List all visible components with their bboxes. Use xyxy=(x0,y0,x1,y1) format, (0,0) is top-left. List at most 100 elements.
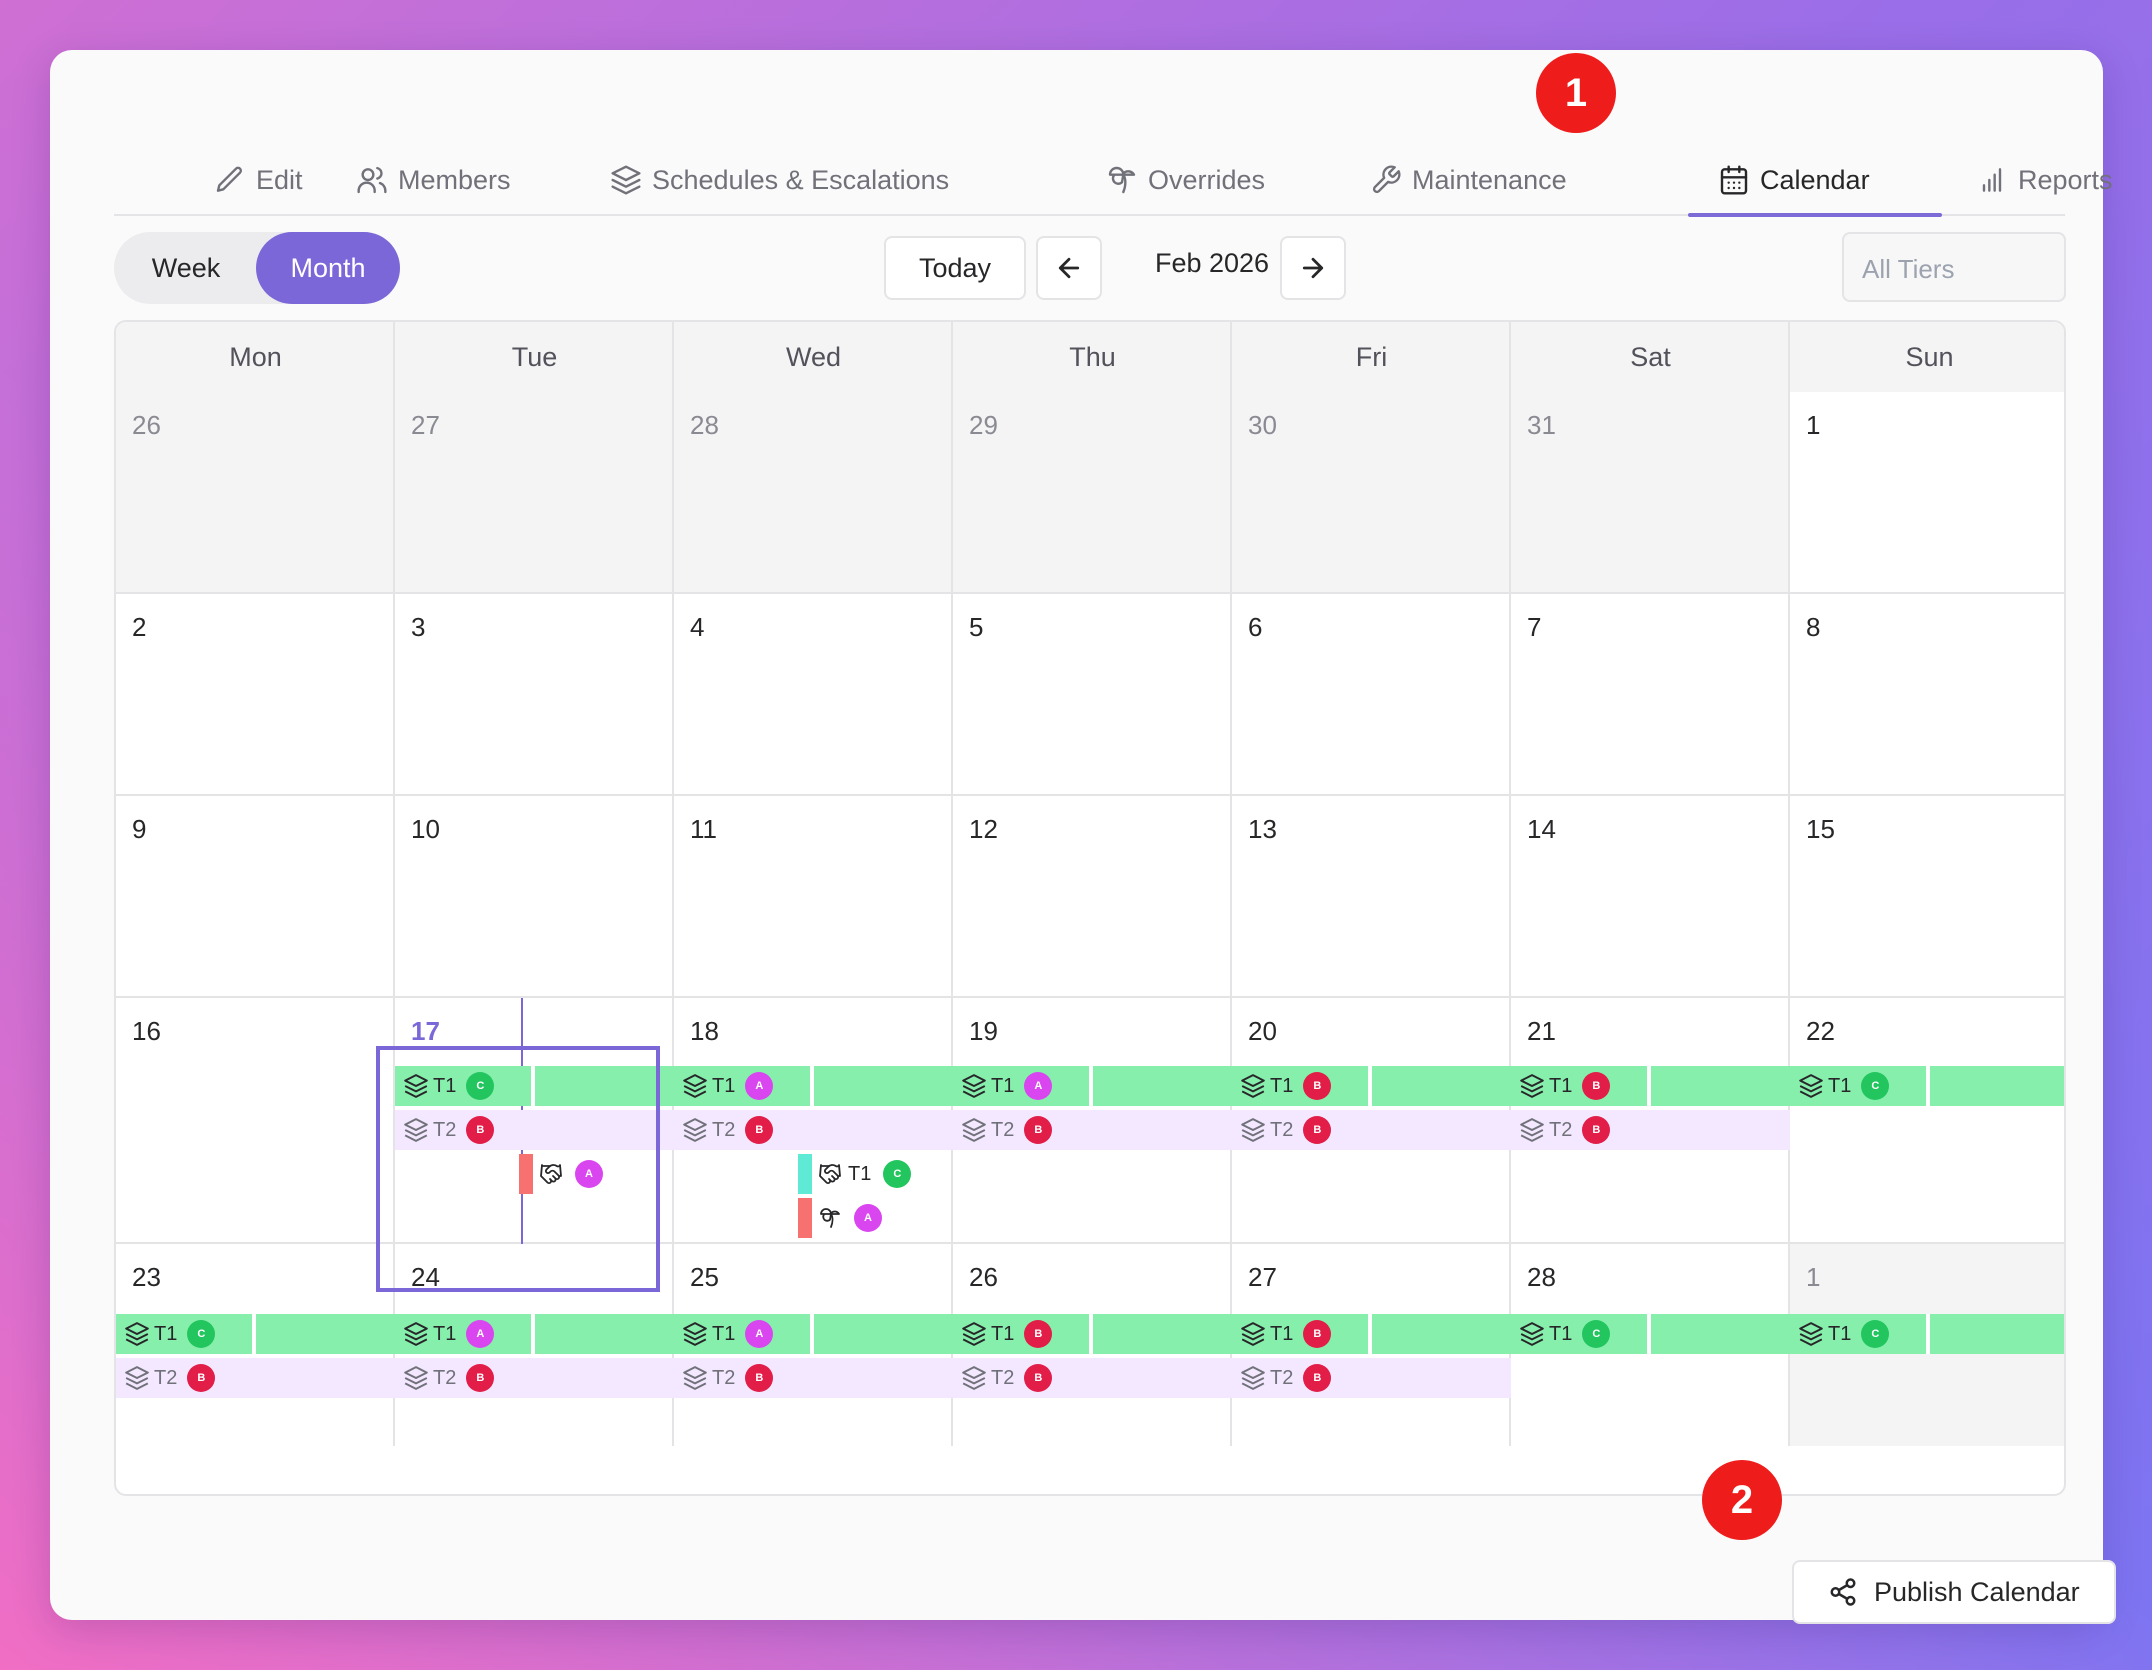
day-number: 5 xyxy=(969,612,984,642)
handoff-event[interactable]: A xyxy=(519,1154,603,1194)
day-number: 22 xyxy=(1806,1016,1835,1046)
day-cell[interactable]: 1 xyxy=(1790,392,2064,594)
tier1-shift-label[interactable]: T1 B xyxy=(1519,1066,1611,1106)
tier1-shift-label[interactable]: T1 A xyxy=(403,1314,495,1354)
tab-overrides[interactable]: Overrides xyxy=(1106,164,1265,196)
day-cell[interactable]: 28 xyxy=(674,392,953,594)
day-cell[interactable]: 31 xyxy=(1511,392,1790,594)
shift-divider xyxy=(810,1066,814,1106)
avatar: A xyxy=(1024,1072,1053,1100)
day-cell[interactable]: 14 xyxy=(1511,796,1790,998)
day-number: 31 xyxy=(1527,410,1556,440)
layers-icon xyxy=(683,1074,707,1098)
tier2-shift-label[interactable]: T2 B xyxy=(961,1358,1053,1398)
day-cell[interactable]: 13 xyxy=(1232,796,1511,998)
day-cell[interactable]: 8 xyxy=(1790,594,2064,796)
tier1-shift-label[interactable]: T1 B xyxy=(1240,1314,1332,1354)
day-cell[interactable]: 9 xyxy=(116,796,395,998)
tier-name: T2 xyxy=(712,1366,736,1389)
tab-edit[interactable]: Edit xyxy=(214,164,303,196)
tier1-shift-label[interactable]: T1 A xyxy=(682,1066,774,1106)
day-cell[interactable]: 30 xyxy=(1232,392,1511,594)
tier2-shift-label[interactable]: T2 B xyxy=(961,1110,1053,1150)
tier1-shift-label[interactable]: T1 B xyxy=(1240,1066,1332,1106)
tier1-shift-label[interactable]: T1 A xyxy=(961,1066,1053,1106)
day-number: 10 xyxy=(411,814,440,844)
tab-members[interactable]: Members xyxy=(356,164,511,196)
day-cell[interactable]: 22 xyxy=(1790,998,2064,1244)
day-cell[interactable]: 6 xyxy=(1232,594,1511,796)
avatar: C xyxy=(187,1320,216,1348)
tier1-shift-label[interactable]: T1 C xyxy=(403,1066,495,1106)
tier1-shift-bar[interactable] xyxy=(116,1314,2064,1354)
tier1-shift-label[interactable]: T1 A xyxy=(682,1314,774,1354)
day-cell[interactable]: 2 xyxy=(116,594,395,796)
day-cell[interactable]: 5 xyxy=(953,594,1232,796)
publish-calendar-button[interactable]: Publish Calendar xyxy=(1792,1560,2116,1624)
tier-name: T1 xyxy=(1828,1074,1852,1097)
tier2-shift-label[interactable]: T2 B xyxy=(403,1358,495,1398)
tier1-shift-bar[interactable] xyxy=(395,1066,2064,1106)
day-number: 17 xyxy=(411,1016,440,1046)
tier1-shift-label[interactable]: T1 C xyxy=(1519,1314,1611,1354)
day-cell[interactable]: 11 xyxy=(674,796,953,998)
tier2-shift-label[interactable]: T2 B xyxy=(682,1110,774,1150)
day-cell[interactable]: 12 xyxy=(953,796,1232,998)
override-event[interactable]: A xyxy=(798,1198,882,1238)
tab-schedules[interactable]: Schedules & Escalations xyxy=(610,164,949,196)
tier-name: T1 xyxy=(154,1322,178,1345)
tier2-shift-label[interactable]: T2 B xyxy=(682,1358,774,1398)
day-number: 27 xyxy=(1248,1262,1277,1292)
month-view-button[interactable]: Month xyxy=(256,232,400,304)
tier-name: T2 xyxy=(1549,1118,1573,1141)
wrench-icon xyxy=(1372,165,1401,194)
tier2-shift-label[interactable]: T2 B xyxy=(1240,1110,1332,1150)
week-view-button[interactable]: Week xyxy=(151,252,221,283)
tab-reports[interactable]: Reports xyxy=(1976,164,2113,196)
next-month-button[interactable] xyxy=(1280,236,1346,300)
tab-label: Calendar xyxy=(1760,164,1870,195)
tier-filter-select[interactable]: All Tiers xyxy=(1842,232,2066,302)
tab-maintenance[interactable]: Maintenance xyxy=(1370,164,1567,196)
tier-name: T2 xyxy=(712,1118,736,1141)
today-button[interactable]: Today xyxy=(884,236,1026,300)
tier1-shift-label[interactable]: T1 B xyxy=(961,1314,1053,1354)
weekday-fri: Fri xyxy=(1355,341,1388,372)
day-number: 30 xyxy=(1248,410,1277,440)
tier1-shift-label[interactable]: T1 C xyxy=(1798,1314,1890,1354)
layers-icon xyxy=(1241,1118,1265,1142)
day-number: 7 xyxy=(1527,612,1542,642)
shift-divider xyxy=(1926,1066,1930,1106)
layers-icon xyxy=(1520,1074,1544,1098)
tier-name: T1 xyxy=(1270,1074,1294,1097)
tier-name: T1 xyxy=(1270,1322,1294,1345)
day-cell[interactable]: 7 xyxy=(1511,594,1790,796)
tier2-shift-label[interactable]: T2 B xyxy=(1519,1110,1611,1150)
day-cell[interactable]: 4 xyxy=(674,594,953,796)
tab-calendar[interactable]: Calendar xyxy=(1718,164,1870,196)
day-number: 3 xyxy=(411,612,426,642)
day-cell[interactable]: 3 xyxy=(395,594,674,796)
tier-name: T1 xyxy=(991,1074,1015,1097)
tier2-shift-label[interactable]: T2 B xyxy=(1240,1358,1332,1398)
prev-month-button[interactable] xyxy=(1036,236,1102,300)
day-cell[interactable]: 10 xyxy=(395,796,674,998)
handoff-event[interactable]: T1 C xyxy=(798,1154,912,1194)
tier2-shift-bar[interactable] xyxy=(116,1358,1511,1398)
handshake-icon xyxy=(539,1162,563,1186)
tier-name: T2 xyxy=(1270,1118,1294,1141)
day-cell[interactable]: 26 xyxy=(116,392,395,594)
tier1-shift-label[interactable]: T1 C xyxy=(1798,1066,1890,1106)
tier1-shift-label[interactable]: T1 C xyxy=(124,1314,216,1354)
tier2-shift-label[interactable]: T2 B xyxy=(403,1110,495,1150)
day-number: 26 xyxy=(132,410,161,440)
day-cell[interactable]: 29 xyxy=(953,392,1232,594)
day-cell[interactable]: 16 xyxy=(116,998,395,1244)
tier2-shift-bar[interactable] xyxy=(395,1110,1790,1150)
view-toggle: Week Month xyxy=(114,232,400,304)
header-divider xyxy=(1788,322,1790,392)
day-cell[interactable]: 27 xyxy=(395,392,674,594)
day-cell[interactable]: 15 xyxy=(1790,796,2064,998)
tier2-shift-label[interactable]: T2 B xyxy=(124,1358,216,1398)
bar-chart-icon xyxy=(1982,168,2002,192)
